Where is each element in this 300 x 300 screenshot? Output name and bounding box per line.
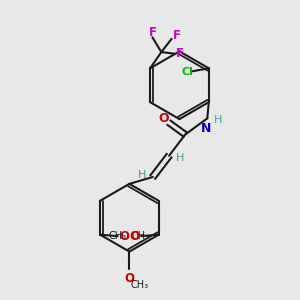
Text: O: O	[158, 112, 169, 125]
Text: H: H	[138, 169, 147, 180]
Text: CH₃: CH₃	[108, 231, 126, 241]
Text: N: N	[201, 122, 211, 135]
Text: F: F	[176, 47, 184, 60]
Text: F: F	[148, 26, 157, 39]
Text: H: H	[214, 115, 223, 125]
Text: H: H	[176, 153, 184, 163]
Text: CH₃: CH₃	[132, 231, 150, 241]
Text: O: O	[119, 230, 129, 243]
Text: O: O	[130, 230, 140, 243]
Text: O: O	[124, 272, 134, 285]
Text: F: F	[173, 29, 181, 42]
Text: CH₃: CH₃	[131, 280, 149, 290]
Text: Cl: Cl	[182, 67, 194, 77]
